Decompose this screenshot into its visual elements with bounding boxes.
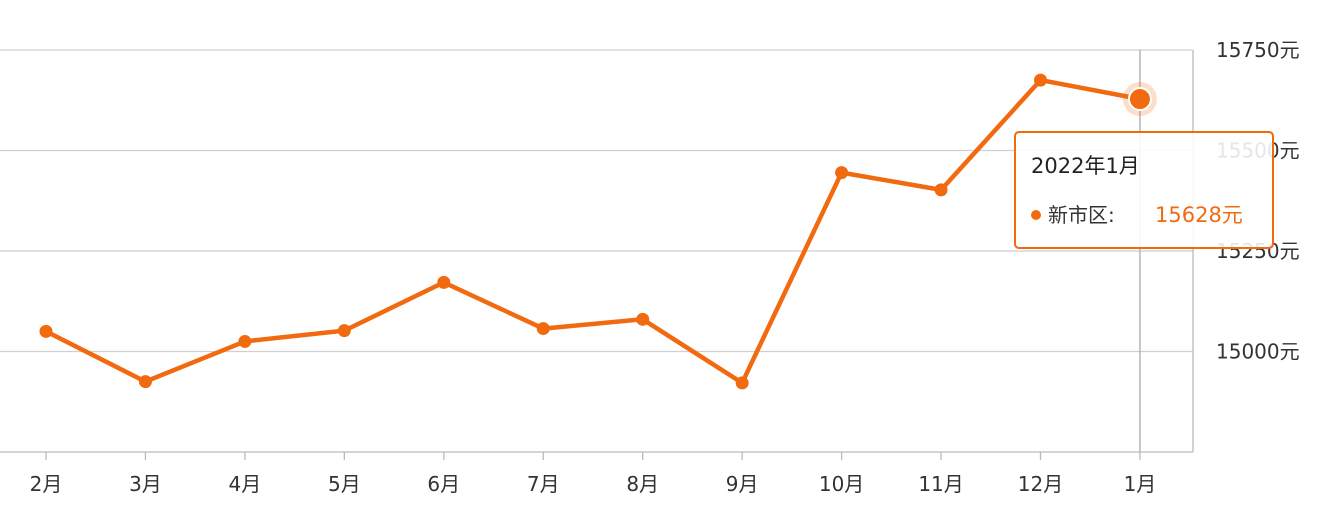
series-line xyxy=(44,77,1141,386)
data-point[interactable] xyxy=(1034,73,1047,87)
x-tick-label: 11月 xyxy=(918,472,963,496)
x-axis-tick-labels: 2月 3月 4月 5月 6月 7月 8月 9月 10月 11月 12月 1月 xyxy=(30,472,1157,496)
x-tick-label: 1月 xyxy=(1124,472,1157,496)
data-point[interactable] xyxy=(238,334,252,348)
tooltip-series-marker xyxy=(1031,210,1041,220)
data-point[interactable] xyxy=(39,324,53,338)
x-tick-label: 4月 xyxy=(229,472,262,496)
grid-lines xyxy=(0,49,1194,460)
y-tick-label: 15000元 xyxy=(1216,340,1300,364)
tooltip-value: 15628元 xyxy=(1155,203,1243,227)
x-tick-label: 8月 xyxy=(626,472,659,496)
x-tick-label: 6月 xyxy=(427,472,460,496)
data-points-layer[interactable] xyxy=(39,73,1157,390)
x-tick-label: 10月 xyxy=(819,472,864,496)
x-tick-label: 5月 xyxy=(328,472,361,496)
x-tick-label: 9月 xyxy=(726,472,759,496)
data-point[interactable] xyxy=(735,376,749,390)
data-point[interactable] xyxy=(536,322,550,336)
x-tick-label: 7月 xyxy=(527,472,560,496)
y-tick-label: 15750元 xyxy=(1216,38,1300,62)
tooltip-series-name: 新市区: xyxy=(1048,203,1115,227)
x-tick-label: 2月 xyxy=(30,472,63,496)
data-point[interactable] xyxy=(337,324,351,338)
series-line-layer xyxy=(44,77,1141,386)
data-point[interactable] xyxy=(934,183,948,197)
x-tick-label: 3月 xyxy=(129,472,162,496)
tooltip-title: 2022年1月 xyxy=(1031,154,1140,178)
x-tick-label: 12月 xyxy=(1018,472,1063,496)
data-point[interactable] xyxy=(835,166,849,180)
tooltip-box xyxy=(1014,131,1274,249)
data-point[interactable] xyxy=(138,375,152,389)
data-point[interactable] xyxy=(636,312,650,326)
data-point-active[interactable] xyxy=(1127,87,1152,112)
data-point[interactable] xyxy=(437,275,451,289)
